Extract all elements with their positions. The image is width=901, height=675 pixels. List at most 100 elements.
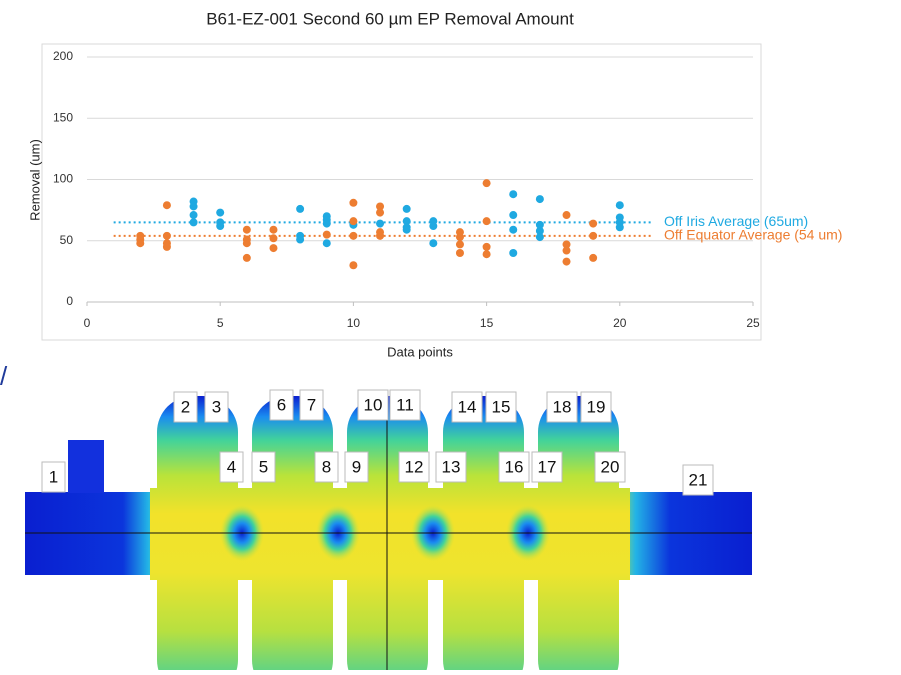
point-label: 1 [49, 467, 58, 486]
point [455, 240, 464, 249]
y-tick-label: 200 [53, 49, 73, 63]
label-box [357, 389, 389, 421]
label-box [594, 451, 626, 483]
point-label: 20 [601, 457, 620, 476]
point-label: 12 [405, 457, 424, 476]
point [429, 222, 438, 231]
point [535, 226, 544, 235]
x-tick-label: 10 [347, 316, 361, 330]
point [162, 231, 171, 240]
label-box [546, 391, 578, 423]
point [562, 257, 571, 266]
point [509, 190, 518, 199]
point [482, 179, 491, 188]
point [136, 239, 145, 248]
point [189, 211, 198, 220]
point [562, 240, 571, 249]
point [242, 253, 251, 262]
label-box [219, 451, 244, 483]
average-label: Off Equator Average (54 um) [664, 227, 842, 243]
point-label: 11 [396, 395, 414, 414]
point [509, 249, 518, 257]
point [376, 219, 385, 228]
point [296, 204, 305, 213]
point-label: 5 [259, 457, 268, 476]
y-tick-label: 150 [53, 110, 73, 124]
label-box [398, 451, 430, 483]
y-axis-label: Removal (um) [27, 139, 42, 221]
label-box [451, 391, 483, 423]
point [162, 201, 171, 210]
point-label: 14 [458, 397, 477, 416]
point-label: 13 [442, 457, 461, 476]
point [242, 225, 251, 234]
point [482, 242, 491, 251]
point-label: 8 [322, 457, 331, 476]
point [402, 225, 411, 234]
x-tick-label: 25 [746, 316, 760, 330]
point [216, 208, 225, 217]
point-label: 16 [505, 457, 524, 476]
point [482, 250, 491, 259]
point [349, 217, 358, 226]
point [349, 231, 358, 240]
label-box [344, 451, 369, 483]
label-box [299, 389, 324, 421]
label-box [435, 451, 467, 483]
port [68, 440, 104, 493]
point [589, 231, 598, 240]
label-box [251, 451, 276, 483]
y-tick-label: 0 [66, 294, 73, 308]
label-box [682, 464, 714, 496]
point [562, 211, 571, 220]
point [429, 239, 438, 248]
cell [157, 396, 238, 675]
point [322, 219, 331, 228]
x-tick-label: 20 [613, 316, 627, 330]
point [349, 261, 358, 270]
point [269, 244, 278, 253]
point [242, 239, 251, 248]
point-label: 7 [307, 395, 316, 414]
point [322, 230, 331, 239]
point [615, 201, 624, 210]
point [535, 233, 544, 242]
point [162, 242, 171, 251]
point [482, 217, 491, 226]
point [509, 211, 518, 220]
point [269, 225, 278, 234]
point [455, 249, 464, 257]
point-label: 19 [587, 397, 606, 416]
point [509, 225, 518, 234]
x-tick-label: 5 [217, 316, 224, 330]
point [402, 217, 411, 226]
label-box [498, 451, 530, 483]
y-tick-label: 100 [53, 172, 73, 186]
point [376, 202, 385, 211]
point [322, 239, 331, 248]
point-label: 4 [227, 457, 236, 476]
point [562, 246, 571, 255]
point-label: 10 [364, 395, 383, 414]
point [189, 202, 198, 211]
label-box [580, 391, 612, 423]
point [455, 233, 464, 242]
point-label: 3 [212, 397, 221, 416]
point [269, 234, 278, 243]
average-label: Off Iris Average (65um) [664, 213, 808, 229]
label-box [173, 391, 198, 423]
y-tick-label: 50 [60, 233, 74, 247]
point-label: 21 [689, 470, 708, 489]
chart: B61-EZ-001 Second 60 µm EP Removal Amoun… [27, 9, 842, 359]
point [402, 204, 411, 213]
label-box [314, 451, 339, 483]
point-label: 9 [352, 457, 361, 476]
point [189, 218, 198, 227]
point [535, 220, 544, 229]
point [615, 223, 624, 232]
point [589, 219, 598, 228]
x-tick-label: 15 [480, 316, 494, 330]
label-box [531, 451, 563, 483]
label-box [389, 389, 421, 421]
